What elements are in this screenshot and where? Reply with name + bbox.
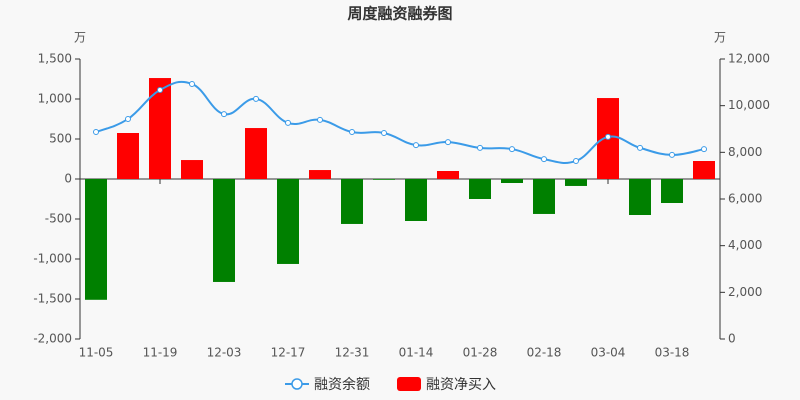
line-point xyxy=(637,144,643,151)
line-point xyxy=(349,129,355,136)
x-tick-label: 02-18 xyxy=(527,346,562,360)
line-point xyxy=(285,119,291,126)
x-tick-label: 12-17 xyxy=(271,346,306,360)
line-point xyxy=(189,80,195,87)
chart-title: 周度融资融券图 xyxy=(347,5,452,23)
bar xyxy=(469,179,491,199)
line-point xyxy=(509,146,515,153)
bar xyxy=(149,78,171,179)
line-point xyxy=(125,115,131,122)
y-tick-label: -500 xyxy=(45,212,72,226)
x-tick-label: 11-19 xyxy=(143,346,178,360)
bar xyxy=(85,179,107,300)
line-point xyxy=(317,116,323,123)
line xyxy=(95,80,705,164)
line-point xyxy=(413,142,419,149)
legend-icon xyxy=(397,377,421,391)
bar xyxy=(533,179,555,214)
x-tick-label: 01-14 xyxy=(399,346,434,360)
y-tick-label: -1,000 xyxy=(33,252,72,266)
line-point xyxy=(669,151,675,158)
y-tick-label: 0 xyxy=(64,172,72,186)
y-tick-label: -1,500 xyxy=(33,292,72,306)
y2-tick-label: 0 xyxy=(728,332,736,346)
bar xyxy=(309,170,331,179)
legend-icon xyxy=(291,378,303,390)
y-tick-label: 1,500 xyxy=(38,52,72,66)
bar xyxy=(117,133,139,179)
bar xyxy=(405,179,427,221)
bar xyxy=(277,179,299,264)
line-point xyxy=(253,95,259,102)
y2-tick-label: 4,000 xyxy=(728,238,762,252)
legend-label: 融资余额 xyxy=(314,376,370,393)
bar xyxy=(661,179,683,203)
bar xyxy=(181,160,203,179)
y-unit: 万 xyxy=(74,31,86,45)
x-tick-label: 03-18 xyxy=(655,346,690,360)
bar xyxy=(501,179,523,183)
bar xyxy=(629,179,651,215)
y-tick-label: -2,000 xyxy=(33,332,72,346)
bar xyxy=(373,179,395,180)
y2-tick-label: 12,000 xyxy=(728,52,770,66)
x-tick-label: 12-03 xyxy=(207,346,242,360)
line-point xyxy=(221,111,227,118)
line-point xyxy=(477,144,483,151)
bar xyxy=(341,179,363,224)
line-point xyxy=(701,146,707,153)
y-tick-label: 1,000 xyxy=(38,92,72,106)
y2-tick-label: 10,000 xyxy=(728,98,770,112)
x-tick-label: 01-28 xyxy=(463,346,498,360)
y2-tick-label: 8,000 xyxy=(728,145,762,159)
y2-tick-label: 2,000 xyxy=(728,285,762,299)
bar xyxy=(213,179,235,282)
line-point xyxy=(605,133,611,140)
line-point xyxy=(381,129,387,136)
x-tick-label: 03-04 xyxy=(591,346,626,360)
bar xyxy=(245,128,267,179)
x-tick-label: 11-05 xyxy=(79,346,114,360)
legend-label: 融资净买入 xyxy=(426,377,496,393)
y2-unit: 万 xyxy=(714,31,726,45)
line-point xyxy=(93,129,99,136)
bar xyxy=(693,161,715,179)
bar xyxy=(437,171,459,179)
x-tick-label: 12-31 xyxy=(335,346,370,360)
y2-tick-label: 6,000 xyxy=(728,192,762,206)
bar xyxy=(565,179,587,186)
line-point xyxy=(541,156,547,163)
line-point xyxy=(445,139,451,146)
line-point xyxy=(573,157,579,164)
y-tick-label: 500 xyxy=(49,132,72,146)
line-point xyxy=(157,87,163,94)
